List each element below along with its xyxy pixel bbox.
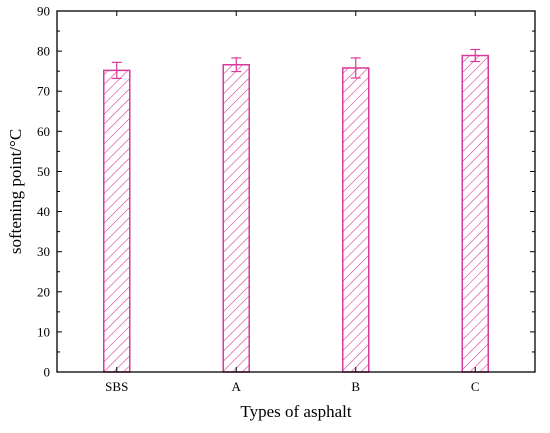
y-tick-label: 0 <box>44 365 51 380</box>
axes-layer: 0 10 20 30 40 50 60 70 80 90 SBS A B C <box>37 4 536 394</box>
y-tick-label: 90 <box>37 4 50 19</box>
y-tick-label: 80 <box>37 44 50 59</box>
bar-C <box>461 54 489 373</box>
y-axis-title: softening point/°C <box>6 129 25 254</box>
y-tick-label: 30 <box>37 244 50 259</box>
x-tick-label: B <box>351 379 360 394</box>
y-tick-label: 20 <box>37 284 50 299</box>
y-tick-label: 60 <box>37 124 50 139</box>
x-tick-label: A <box>232 379 242 394</box>
bar-A <box>222 63 250 373</box>
x-tick-label: C <box>471 379 480 394</box>
y-tick-label: 70 <box>37 84 50 99</box>
y-tick-label: 40 <box>37 204 50 219</box>
y-tick-label: 50 <box>37 164 50 179</box>
x-axis-title: Types of asphalt <box>240 402 351 421</box>
bars-layer <box>103 48 489 373</box>
x-tick-label: SBS <box>105 379 128 394</box>
bar-B <box>342 67 370 373</box>
bar-SBS <box>103 69 131 373</box>
y-tick-label: 10 <box>37 324 50 339</box>
